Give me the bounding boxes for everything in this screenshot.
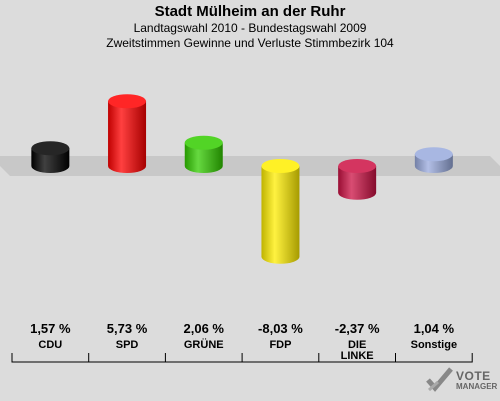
category-label-sonstige: Sonstige [410, 339, 458, 351]
value-label-fdp: -8,03 % [258, 321, 303, 336]
chart-subtitle-description: Zweitstimmen Gewinne und Verluste Stimmb… [106, 36, 394, 50]
bar-cap-die-linke [338, 159, 377, 173]
value-label-spd: 5,73 % [106, 321, 148, 336]
category-label-die-linke: DIE LINKE [340, 339, 374, 362]
bar-grüne [184, 135, 223, 173]
category-label-spd: SPD [115, 339, 139, 351]
bar-cap-fdp [261, 159, 300, 173]
category-axis [11, 353, 473, 363]
chart-title: Stadt Mülheim an der Ruhr [154, 3, 346, 20]
value-labels: 1,57 % 5,73 % 2,06 % -8,03 % -2,37 % 1,04 % [0, 321, 500, 337]
logo-text-vote: VOTE [456, 369, 491, 383]
bar-cap-spd [108, 94, 147, 109]
vote-manager-logo: VOTE MANAGER [426, 366, 498, 396]
bar-body-grüne [184, 142, 223, 173]
category-label-cdu: CDU [38, 339, 63, 351]
logo-text-manager: MANAGER [456, 382, 498, 391]
bar-cap-grüne [184, 135, 223, 150]
bar-spd [108, 94, 147, 173]
chart-titles: Stadt Mülheim an der Ruhr Landtagswahl 2… [0, 2, 500, 51]
category-label-grüne: GRÜNE [183, 339, 224, 351]
value-label-cdu: 1,57 % [30, 321, 71, 336]
vote-check-icon [426, 367, 453, 392]
bar-die-linke [338, 159, 377, 200]
bar-fdp [261, 159, 300, 264]
bar-sonstige [414, 147, 453, 173]
bar-cap-cdu [31, 141, 70, 156]
chart-subtitle-election: Landtagswahl 2010 - Bundestagswahl 2009 [133, 21, 367, 35]
bar-cdu [31, 141, 70, 173]
value-label-sonstige: 1,04 % [413, 321, 455, 336]
value-label-grüne: 2,06 % [183, 321, 224, 336]
category-labels: CDU SPD GRÜNE FDP DIE LINKE Sonstige [0, 340, 500, 370]
category-label-fdp: FDP [269, 339, 292, 351]
bar-cap-sonstige [414, 147, 453, 162]
bar-body-cdu [31, 148, 70, 173]
bar-body-spd [108, 101, 147, 173]
bar-body-die-linke [338, 166, 377, 200]
value-label-die-linke: -2,37 % [334, 321, 380, 336]
bar-body-fdp [261, 166, 300, 264]
